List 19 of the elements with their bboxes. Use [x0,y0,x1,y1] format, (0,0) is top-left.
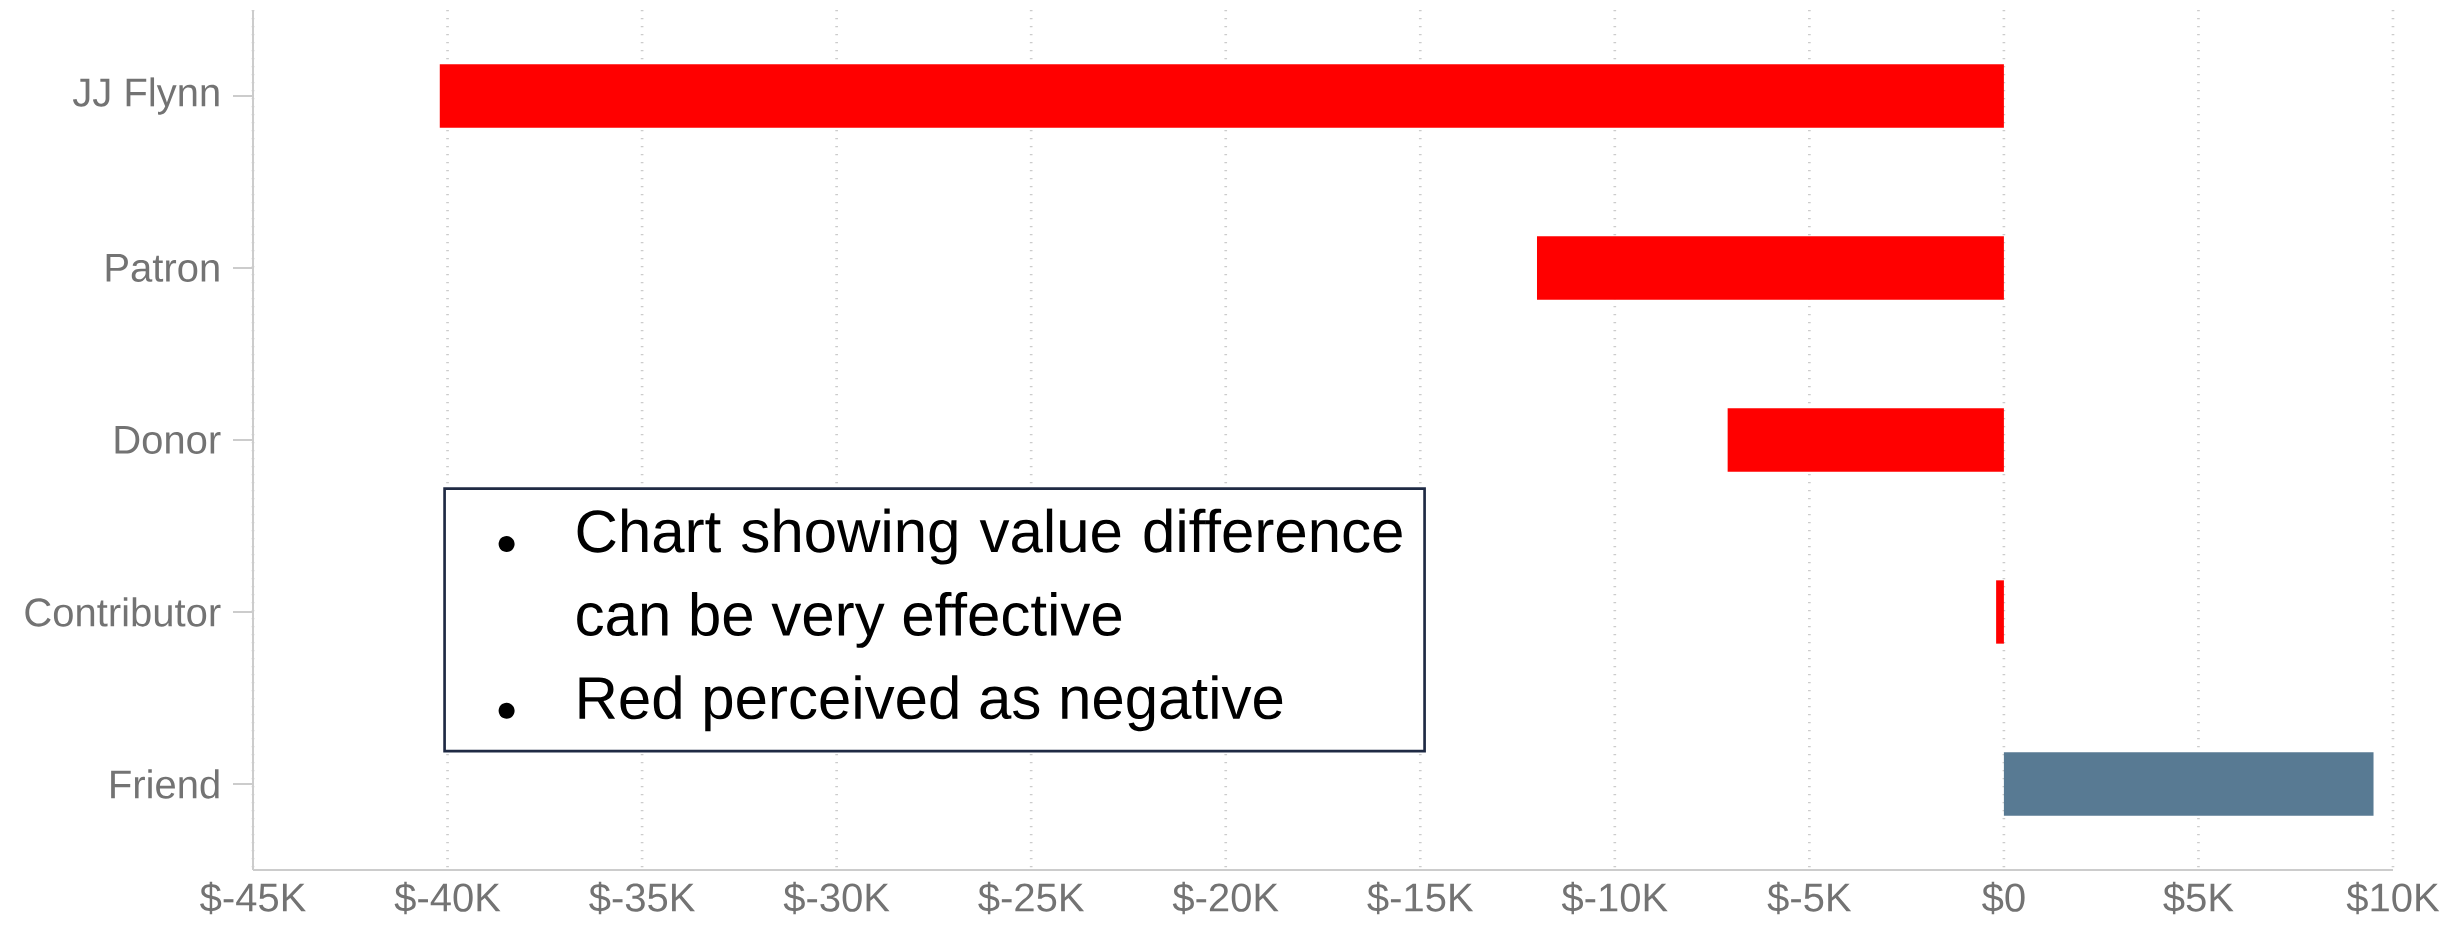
y-tick-label: JJ Flynn [72,77,219,115]
x-tick-label: $-35K [589,881,696,915]
y-tick-label: Patron [106,254,219,282]
y-tick-label: Donor [115,426,221,454]
x-tick-label: $-40K [394,881,501,915]
x-tick-label: $5K [2163,881,2234,915]
annotation: Chart showing value difference can be very effective [577,508,1402,648]
y-tick-label: Contributor [25,597,221,627]
x-tick-label: $-45K [200,881,306,915]
x-tick-label: $10K [2346,881,2440,915]
x-tick-label: $-15K [1367,881,1474,915]
y-tick-label: Friend [111,769,219,799]
x-tick-label: $-25K [978,881,1085,915]
x-tick-label: $-20K [1172,881,1279,915]
x-tick-label: $0 [1982,881,2025,915]
x-tick-label: $-5K [1767,881,1852,915]
annotation: Red perceived as negative [579,675,1283,732]
x-tick-label: $-30K [783,881,890,915]
x-tick-label: $-10K [1561,881,1668,915]
